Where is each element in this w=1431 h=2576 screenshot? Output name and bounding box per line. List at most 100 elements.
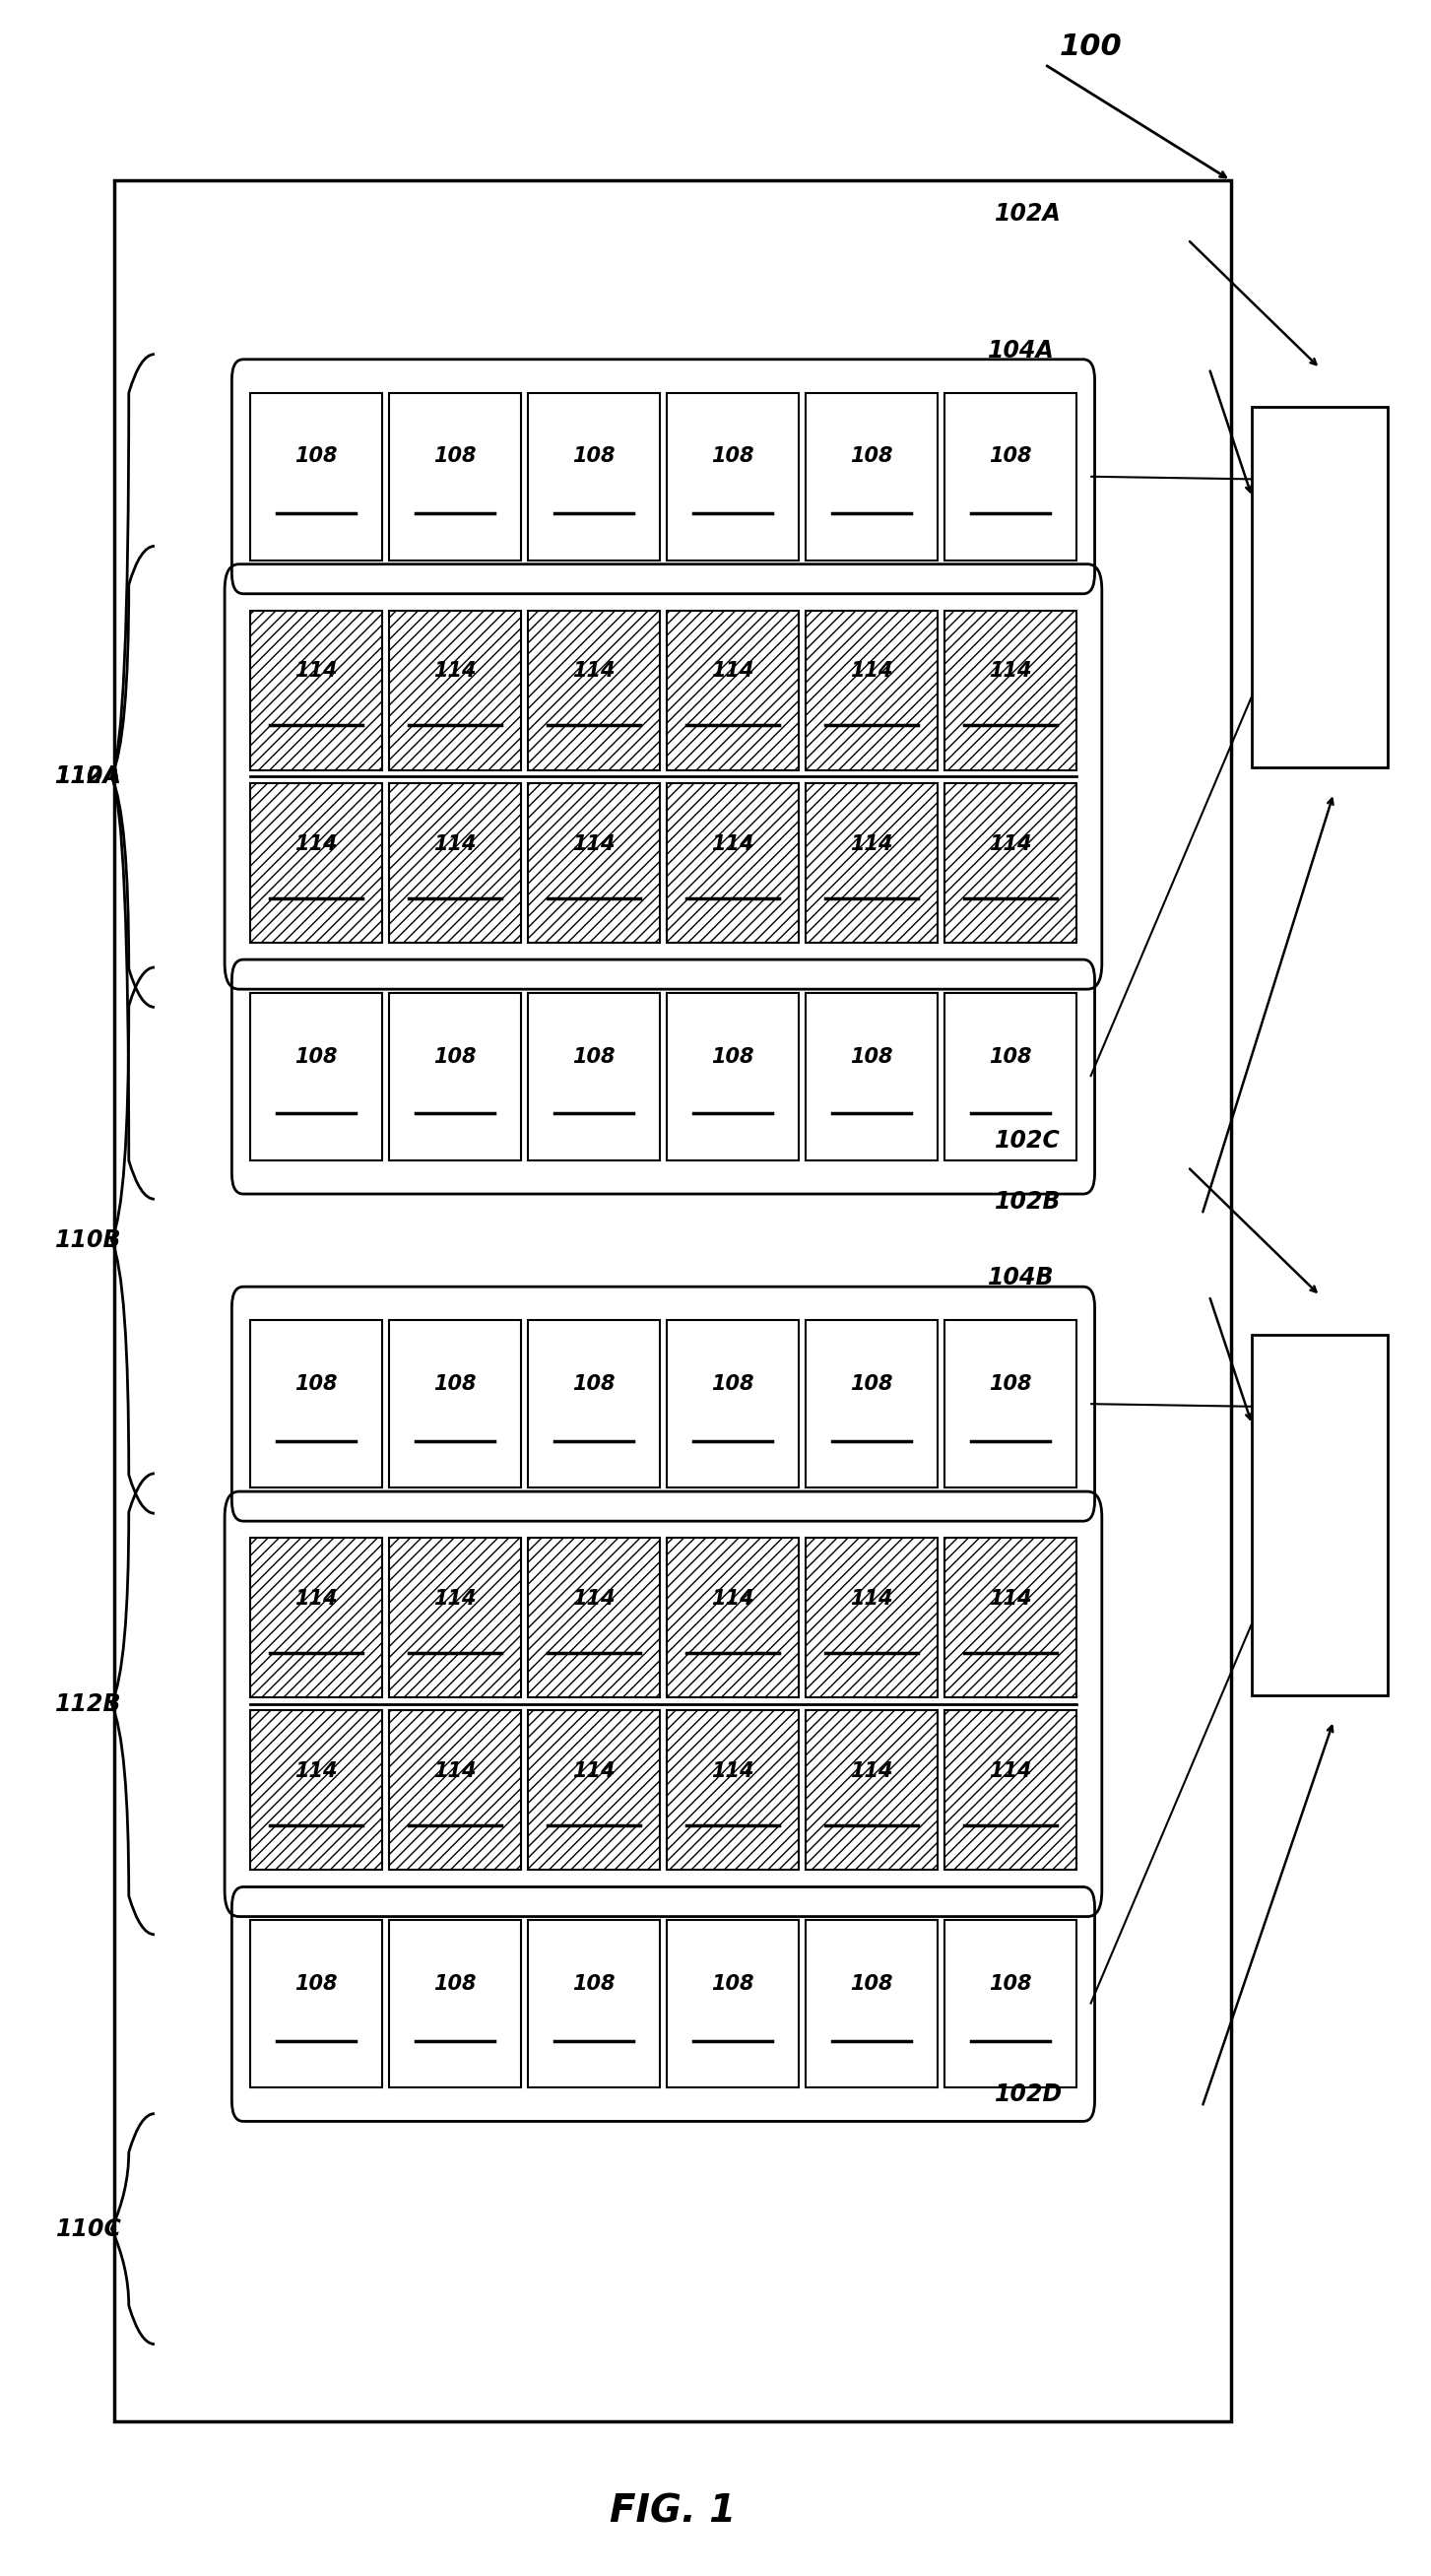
Text: 114: 114 (572, 835, 615, 853)
Text: 108: 108 (711, 446, 754, 466)
FancyBboxPatch shape (114, 180, 1231, 2421)
Text: 108: 108 (850, 446, 893, 466)
Text: 110C: 110C (56, 2218, 122, 2241)
Text: 114: 114 (295, 835, 338, 853)
Text: FIG. 1: FIG. 1 (610, 2494, 736, 2530)
Text: 114: 114 (434, 662, 477, 680)
Text: 102D: 102D (995, 2081, 1063, 2107)
Text: 114: 114 (989, 1589, 1032, 1607)
Bar (528, 1538, 660, 1698)
FancyBboxPatch shape (232, 961, 1095, 1195)
Bar (528, 394, 660, 562)
Text: 108: 108 (434, 1973, 477, 1994)
Bar (528, 1710, 660, 1870)
Bar (944, 783, 1076, 943)
Bar (389, 783, 521, 943)
Bar (806, 611, 937, 770)
Text: 108: 108 (989, 1046, 1032, 1066)
Text: 114: 114 (434, 1589, 477, 1607)
Bar (250, 1321, 382, 1489)
Text: 102B: 102B (995, 1190, 1060, 1213)
Text: 110B: 110B (56, 1229, 122, 1252)
Bar (667, 394, 798, 562)
Bar (250, 992, 382, 1159)
Bar (944, 394, 1076, 562)
Text: 108: 108 (711, 1973, 754, 1994)
Bar (667, 1922, 798, 2087)
Text: 108: 108 (989, 1373, 1032, 1394)
Bar (250, 1710, 382, 1870)
Bar (667, 992, 798, 1159)
Bar (1252, 407, 1388, 768)
FancyBboxPatch shape (232, 361, 1095, 595)
Bar (528, 611, 660, 770)
Text: 114: 114 (295, 1589, 338, 1607)
Text: 108: 108 (850, 1046, 893, 1066)
Bar (1252, 1334, 1388, 1695)
Text: 114: 114 (572, 1589, 615, 1607)
Text: 108: 108 (295, 1373, 338, 1394)
Text: 114: 114 (572, 662, 615, 680)
Bar (944, 1922, 1076, 2087)
Bar (528, 783, 660, 943)
Text: 114: 114 (989, 662, 1032, 680)
Text: 114: 114 (850, 662, 893, 680)
Bar (667, 611, 798, 770)
Bar (389, 1538, 521, 1698)
Text: 108: 108 (989, 446, 1032, 466)
Bar (944, 1710, 1076, 1870)
Text: 114: 114 (434, 835, 477, 853)
Bar (389, 1321, 521, 1489)
Text: 108: 108 (850, 1973, 893, 1994)
Bar (667, 783, 798, 943)
Bar (944, 1321, 1076, 1489)
Text: 114: 114 (434, 1762, 477, 1780)
Text: 114: 114 (850, 1762, 893, 1780)
Text: 114: 114 (850, 835, 893, 853)
Text: 108: 108 (711, 1373, 754, 1394)
Bar (250, 394, 382, 562)
Text: 114: 114 (711, 662, 754, 680)
Text: 104B: 104B (987, 1265, 1053, 1291)
Bar (250, 1538, 382, 1698)
Text: 100: 100 (1059, 31, 1122, 62)
Text: 112B: 112B (56, 1692, 122, 1716)
Text: 102A: 102A (995, 201, 1062, 227)
Bar (667, 1538, 798, 1698)
Bar (806, 992, 937, 1159)
Bar (944, 611, 1076, 770)
Bar (389, 1922, 521, 2087)
Text: 114: 114 (711, 835, 754, 853)
Text: 108: 108 (572, 1373, 615, 1394)
Text: 108: 108 (434, 1046, 477, 1066)
Bar (944, 992, 1076, 1159)
Text: 108: 108 (295, 1046, 338, 1066)
Bar (250, 1922, 382, 2087)
Text: 114: 114 (572, 1762, 615, 1780)
Text: 114: 114 (850, 1589, 893, 1607)
Bar (944, 1538, 1076, 1698)
Bar (528, 992, 660, 1159)
Bar (389, 992, 521, 1159)
Text: 114: 114 (711, 1589, 754, 1607)
FancyBboxPatch shape (232, 1288, 1095, 1520)
Text: 108: 108 (434, 446, 477, 466)
Text: 108: 108 (572, 446, 615, 466)
Bar (250, 783, 382, 943)
Bar (806, 394, 937, 562)
Bar (528, 1922, 660, 2087)
Text: 114: 114 (989, 1762, 1032, 1780)
Text: 114: 114 (989, 835, 1032, 853)
Bar (250, 611, 382, 770)
Bar (667, 1710, 798, 1870)
Text: 108: 108 (711, 1046, 754, 1066)
Bar (389, 394, 521, 562)
Text: 114: 114 (295, 1762, 338, 1780)
Bar (806, 783, 937, 943)
Text: 108: 108 (295, 446, 338, 466)
Bar (389, 611, 521, 770)
Bar (806, 1710, 937, 1870)
Text: 108: 108 (572, 1973, 615, 1994)
Text: 108: 108 (295, 1973, 338, 1994)
Text: 114: 114 (295, 662, 338, 680)
